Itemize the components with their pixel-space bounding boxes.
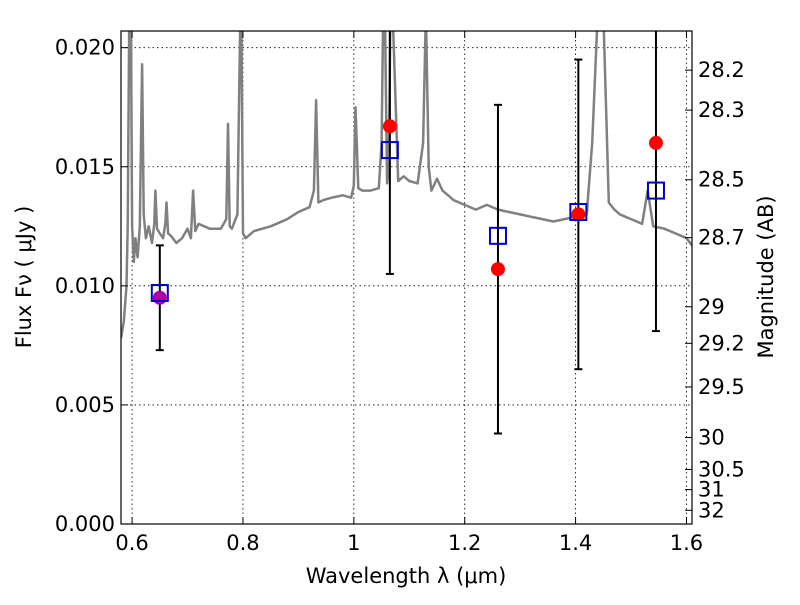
x-tick-label: 0.8 — [226, 531, 259, 555]
model-point — [380, 141, 399, 160]
spectrum-line — [121, 31, 692, 339]
magnitude-tick-label: 30.5 — [698, 457, 745, 481]
magnitude-tick-label: 28.2 — [698, 58, 745, 82]
observed-point — [490, 262, 505, 277]
x-tick-label: 1.4 — [559, 531, 592, 555]
magnitude-tick-label: 28.7 — [698, 226, 745, 250]
model-point — [488, 226, 507, 245]
plot-frame — [120, 30, 693, 525]
y-tick-label: 0.000 — [55, 512, 115, 536]
y-tick-label: 0.015 — [55, 155, 115, 179]
y-tick-label: 0.020 — [55, 36, 115, 60]
observed-point — [648, 135, 663, 150]
x-axis-title: Wavelength λ (μm) — [306, 564, 507, 588]
observed-point — [152, 290, 167, 305]
x-tick-label: 1.2 — [448, 531, 481, 555]
x-tick-label: 1.6 — [670, 531, 703, 555]
y-tick-label: 0.010 — [55, 274, 115, 298]
magnitude-tick-label: 29.5 — [698, 375, 745, 399]
x-tick-label: 1 — [347, 531, 360, 555]
model-point — [646, 181, 665, 200]
model-point — [569, 203, 588, 222]
magnitude-tick-label: 29 — [698, 295, 725, 319]
magnitude-tick-label: 30 — [698, 426, 725, 450]
magnitude-tick-label: 29.2 — [698, 331, 745, 355]
magnitude-tick-label: 31 — [698, 478, 725, 502]
observed-point — [571, 207, 586, 222]
y-axis-title: Flux Fν ( μJy ) — [12, 206, 36, 349]
model-point — [150, 283, 169, 302]
observed-point — [382, 119, 397, 134]
y-tick-label: 0.005 — [55, 393, 115, 417]
magnitude-tick-label: 28.3 — [698, 98, 745, 122]
x-tick-label: 0.6 — [115, 531, 148, 555]
magnitude-tick-label: 28.5 — [698, 168, 745, 192]
magnitude-tick-label: 32 — [698, 498, 725, 522]
magnitude-axis-title: Magnitude (AB) — [754, 195, 778, 358]
